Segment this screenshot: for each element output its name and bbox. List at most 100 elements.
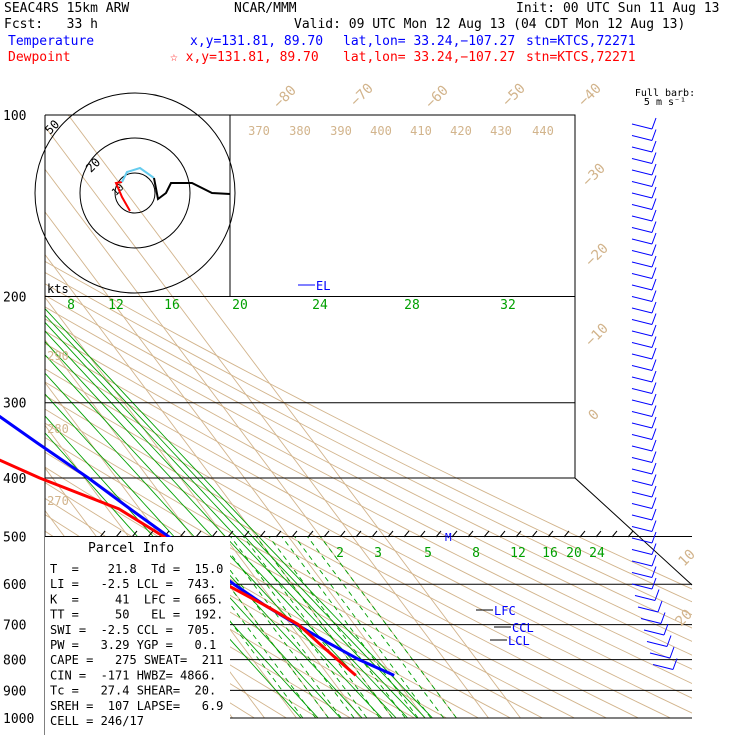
wind-barb [631,566,657,578]
parcel-info-row: SWI = -2.5 CCL = 705. [50,623,216,637]
parcel-info-title: Parcel Info [88,541,174,556]
pressure-label: 1000 [3,712,34,727]
dry-adiabat-line [45,115,692,719]
hatch-mark [451,530,458,538]
wind-barb [631,462,657,475]
mixing-ratio-label: 20 [566,546,582,561]
hodograph-ring [79,137,191,249]
theta-label: 370 [248,124,270,138]
mixing-ratio-line [45,115,426,719]
hatch-mark [355,530,362,538]
wind-barb [631,497,657,509]
wind-barb [631,520,657,532]
isotherm-line [45,115,393,719]
theta-label: 390 [330,124,352,138]
wind-barb [631,347,657,360]
pressure-label: 400 [3,472,26,487]
dry-adiabat-line [45,115,575,719]
hatch-mark [627,530,634,538]
wind-barb [631,244,657,256]
kts-label: kts [47,282,69,296]
dewpoint-xy: ☆ x,y=131.81, 89.70 [170,50,319,65]
barb-legend-units: 5 m s⁻¹ [644,97,686,108]
mixing-ratio-line [45,115,408,719]
parcel-info-row: K = 41 LFC = 665. [50,592,223,606]
wind-barb [631,232,657,245]
hatch-mark [403,530,410,538]
theta-label: 400 [370,124,392,138]
wind-barb [631,474,657,486]
init-time: Init: 00 UTC Sun 11 Aug 13 [516,1,720,16]
temperature-latlon: lat,lon= 33.24,−107.27 [343,34,516,49]
isotherm-line [45,115,457,719]
dry-adiabat-line [45,115,692,719]
wind-barb [631,439,657,452]
isotherm-label: 10 [676,547,699,570]
wind-barb [631,382,657,394]
wind-barb [631,416,657,429]
wind-barb [631,405,657,417]
wind-barb [643,623,669,636]
mixing-ratio-line [45,115,383,719]
temperature-xy: x,y=131.81, 89.70 [190,34,324,49]
isotherm-label: 20 [673,607,696,630]
dry-adiabat-line [45,115,607,719]
isotherm-label: −60 [423,83,452,112]
wind-barb [631,336,657,348]
theta-left-label: 280 [47,422,69,436]
isotherm-label: −20 [583,241,612,270]
dry-adiabat-line [45,115,639,719]
hatch-mark [147,530,154,538]
wind-barb [631,508,657,521]
isotherm-label: −40 [576,81,605,110]
hatch-mark [131,530,138,538]
parcel-info-row: PW = 3.29 YGP = 0.1 [50,638,216,652]
hatch-mark [611,530,618,538]
valid-time: Valid: 09 UTC Mon 12 Aug 13 (04 CDT Mon … [294,17,686,32]
hatch-mark [515,530,522,538]
wind-barb [631,393,657,406]
wind-barb [631,577,657,590]
moist-adiabat-line [230,552,355,719]
mixing-ratio-label: 32 [500,298,516,313]
hatch-mark [467,530,474,538]
theta-left-label: 270 [47,494,69,508]
mixing-ratio-label: 2 [336,546,344,561]
dry-adiabat-line [45,115,692,719]
dry-adiabat-line [45,115,692,719]
pressure-label: 200 [3,291,26,306]
hatch-mark [595,530,602,538]
hatch-mark [547,530,554,538]
parcel-info-row: CELL = 246/17 [50,714,144,728]
hatch-mark [179,530,186,538]
wind-barb [631,175,657,187]
lcl-label: LCL [508,634,530,648]
wind-barb [640,612,666,624]
dry-adiabat-line [45,115,692,719]
mixing-ratio-label: 3 [374,546,382,561]
hatch-mark [531,530,538,538]
theta-label: 410 [410,124,432,138]
wind-barb [634,589,660,601]
parcel-info-row: Tc = 27.4 SHEAR= 20. [50,684,216,698]
mixing-ratio-label: 16 [542,546,558,561]
isotherm-line [45,115,425,719]
el-label: EL [316,279,330,293]
moist-adiabat-line [230,569,342,719]
dry-adiabat-line [45,115,692,719]
hatch-mark [387,530,394,538]
moist-adiabat-line [294,537,432,719]
dry-adiabat-line [45,115,692,719]
hatch-mark [563,530,570,538]
isotherm-line [45,115,489,719]
mixing-ratio-label: 8 [67,298,75,313]
isotherm-label: −50 [500,81,529,110]
wind-barb [631,140,657,153]
moist-adiabat-line [230,586,329,719]
theta-label: 420 [450,124,472,138]
dry-adiabat-line [45,115,692,719]
parcel-info-row: SREH = 107 LAPSE= 6.9 [50,699,223,713]
wind-barb [631,485,657,498]
pressure-label: 700 [3,619,26,634]
hatch-mark [291,530,298,538]
